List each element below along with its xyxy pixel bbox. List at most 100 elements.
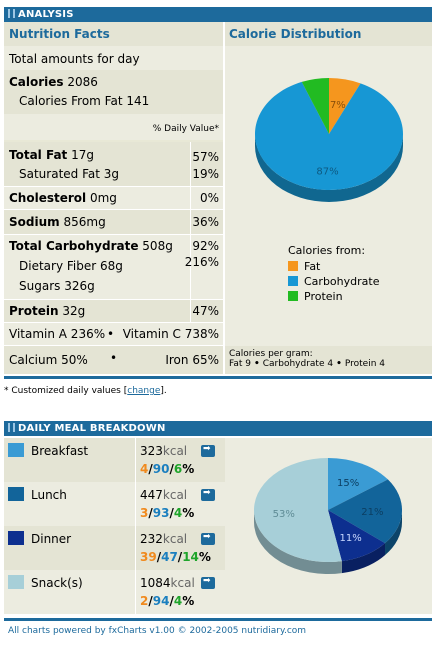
total-amounts-label: Total amounts for day	[9, 52, 140, 66]
calories: Calories 2086	[9, 75, 98, 89]
total-fat-pct: 57%	[192, 150, 219, 164]
sodium-label: Sodium	[9, 215, 60, 229]
meal-macro-percents: 3/93/4%	[140, 506, 194, 520]
per-gram-values: Fat 9 • Carbohydrate 4 • Protein 4	[229, 359, 428, 369]
slash: /	[169, 506, 174, 520]
calorie-distribution-panel: Calorie Distribution 7%87%6% Calories fr…	[225, 22, 432, 374]
meal-carb-pct: 93	[152, 506, 170, 520]
meal-kcal-unit: kcal	[162, 532, 188, 546]
calories-from-fat-label: Calories From Fat	[19, 94, 123, 108]
nutrition-title-row: Nutrition Facts	[4, 22, 223, 46]
protein-row: Protein 32g 47%	[4, 300, 223, 322]
meal-breakdown-pie: 15% 21% 11% 53%	[254, 458, 402, 574]
meal-fat-pct: 4	[140, 462, 149, 476]
pie-slice-side	[341, 543, 386, 574]
analysis-header-label: ANALYSIS	[18, 9, 74, 20]
percent-sign: %	[182, 594, 195, 608]
meal-kcal: 323kcal	[140, 444, 187, 458]
calories-from-fat: Calories From Fat 141	[19, 94, 149, 108]
pie-slice-carbohydrate	[255, 81, 403, 190]
meal-fat-pct: 2	[140, 594, 149, 608]
calcium: Calcium 50%	[9, 353, 88, 367]
protein-label: Protein	[9, 304, 59, 318]
section-collapse-icon[interactable]	[8, 423, 15, 432]
pie-label-breakfast: 15%	[337, 478, 359, 489]
calories-from-fat-value: 141	[126, 94, 150, 108]
meal-kcal-value: 447	[140, 488, 163, 502]
per-gram-title: Calories per gram:	[229, 349, 313, 359]
saturated-fat-amount: 3g	[103, 167, 120, 181]
meal-macro-percents: 39/47/14%	[140, 550, 211, 564]
dietary-fiber-amount: 68g	[100, 259, 123, 273]
meal-breakdown-header-label: DAILY MEAL BREAKDOWN	[18, 423, 166, 434]
legend-protein: Protein	[288, 290, 343, 303]
meal-name: Lunch	[31, 488, 67, 502]
meal-name: Breakfast	[31, 444, 89, 458]
protein-amount: 32g	[62, 304, 86, 318]
sugars-label: Sugars	[19, 279, 61, 293]
calorie-distribution-pie: 7%87%6%	[255, 78, 403, 202]
slash: /	[169, 462, 174, 476]
pie-label-carbohydrate: 87%	[316, 166, 338, 177]
bullet-separator: •	[253, 359, 260, 369]
slash: /	[169, 594, 174, 608]
sodium-pct: 36%	[192, 215, 219, 229]
bullet-separator: •	[107, 327, 115, 341]
legend-carbohydrate: Carbohydrate	[288, 275, 379, 288]
calories-per-gram: Calories per gram: Fat 9 • Carbohydrate 4 •…	[225, 346, 432, 374]
dietary-fiber-label: Dietary Fiber	[19, 259, 97, 273]
meal-details-arrow-icon[interactable]	[201, 488, 215, 501]
section-divider	[4, 618, 432, 621]
note-suffix: ].	[160, 386, 167, 396]
meal-row-dinner: Dinner 232kcal 39/47/14%	[4, 526, 225, 570]
bullet-separator: •	[336, 359, 342, 369]
total-fat-amount: 17g	[71, 148, 95, 162]
slash: /	[148, 506, 153, 520]
distribution-title-bar	[225, 22, 432, 46]
meal-macro-percents: 4/90/6%	[140, 462, 194, 476]
protein-pct: 47%	[192, 304, 219, 318]
pie-slice-breakfast	[328, 458, 388, 510]
pie-slice-side	[254, 510, 342, 574]
meal-carb-pct: 94	[152, 594, 170, 608]
sugars: Sugars 326g	[19, 279, 95, 293]
meal-details-arrow-icon[interactable]	[201, 444, 215, 457]
meal-kcal-unit: kcal	[170, 576, 195, 590]
daily-value-label: % Daily Value*	[152, 124, 219, 134]
pie-slice-dinner	[328, 510, 386, 562]
distribution-title: Calorie Distribution	[229, 27, 362, 41]
meal-protein-pct: 14	[182, 550, 199, 564]
nutrition-title: Nutrition Facts	[9, 27, 110, 41]
change-link[interactable]: change	[127, 386, 161, 396]
fat-per-gram: Fat 9	[229, 359, 251, 369]
legend-protein-swatch	[288, 291, 298, 301]
slash: /	[148, 462, 153, 476]
section-collapse-icon[interactable]	[8, 9, 15, 18]
legend-carb-label: Carbohydrate	[304, 275, 380, 288]
meal-color-swatch	[8, 575, 24, 589]
meal-kcal-unit: kcal	[162, 444, 188, 458]
meal-details-arrow-icon[interactable]	[201, 532, 215, 545]
dietary-fiber-pct: 216%	[184, 255, 219, 269]
pie-label-snacks: 53%	[273, 509, 295, 520]
slash: /	[148, 594, 153, 608]
meal-carb-pct: 47	[161, 550, 178, 564]
saturated-fat-pct: 19%	[192, 167, 219, 181]
pie-slice-lunch	[328, 479, 402, 544]
total-fat-row: Total Fat 17g 57% Saturated Fat 3g 19%	[4, 142, 223, 186]
slash: /	[177, 550, 183, 564]
calories-value: 2086	[67, 75, 98, 89]
saturated-fat: Saturated Fat 3g	[19, 167, 119, 181]
meal-fat-pct: 3	[140, 506, 149, 520]
meal-row-breakfast: Breakfast 323kcal 4/90/6%	[4, 438, 225, 482]
pie-slice-fat	[329, 78, 361, 134]
meal-kcal-value: 232	[140, 532, 163, 546]
protein-per-gram: Protein 4	[344, 359, 385, 369]
meal-details-arrow-icon[interactable]	[201, 576, 215, 589]
total-carb-row: Total Carbohydrate 508g 92% Dietary Fibe…	[4, 235, 223, 299]
dietary-fiber: Dietary Fiber 68g	[19, 259, 123, 273]
sugars-amount: 326g	[64, 279, 95, 293]
saturated-fat-label: Saturated Fat	[19, 167, 100, 181]
pie-slice-protein	[301, 78, 329, 134]
cholesterol-row: Cholesterol 0mg 0%	[4, 187, 223, 209]
